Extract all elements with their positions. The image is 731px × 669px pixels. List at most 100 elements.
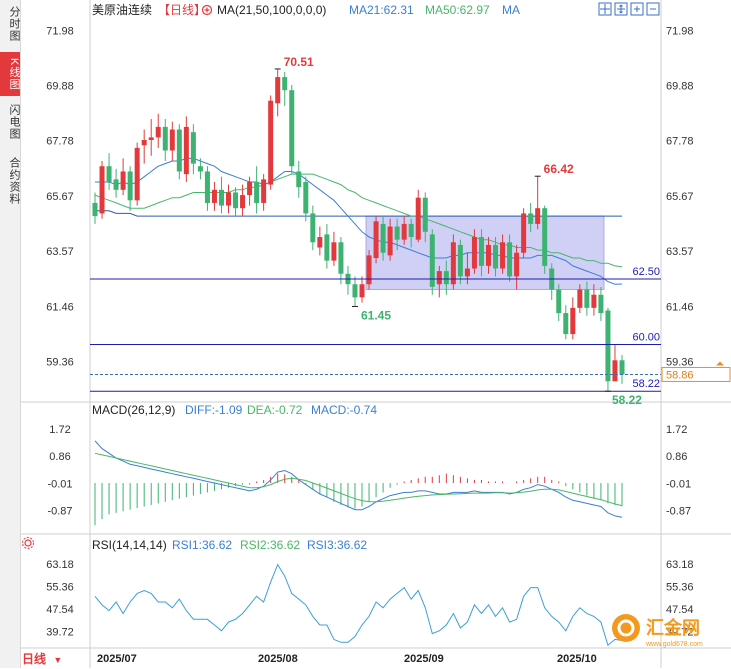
candle-body bbox=[352, 284, 358, 298]
price-tick-left-4: 63.57 bbox=[46, 246, 74, 258]
candle-body bbox=[401, 223, 407, 240]
candle-body bbox=[521, 213, 527, 253]
x-label-oct: 2025/10 bbox=[557, 653, 597, 665]
tab-timeshare[interactable]: 分时图 bbox=[8, 6, 20, 42]
candle-body bbox=[528, 213, 534, 224]
sidebar: 分时图 K线图 闪电图 合约资料 bbox=[0, 0, 21, 668]
candle-body bbox=[106, 166, 112, 182]
watermark-logo-icon bbox=[612, 614, 640, 642]
rsi-line bbox=[94, 563, 623, 646]
candle-body bbox=[493, 244, 499, 269]
candle-body bbox=[211, 189, 217, 203]
price-tick-left-1: 69.88 bbox=[46, 80, 74, 92]
candle-body bbox=[282, 77, 288, 91]
period-selector-button[interactable]: 日线 ▼ bbox=[22, 650, 82, 668]
zoom-out-icon[interactable] bbox=[646, 2, 660, 16]
candle-body bbox=[261, 179, 267, 203]
macd-params: MACD(26,12,9) bbox=[92, 403, 175, 417]
macd-tick-right-2: -0.01 bbox=[666, 478, 691, 490]
candle-body bbox=[507, 242, 513, 277]
rsi-tick-left-1: 55.36 bbox=[46, 582, 74, 594]
rsi-tick-left-3: 39.72 bbox=[46, 627, 74, 639]
candle-body bbox=[176, 129, 182, 172]
rsi1-value: RSI1:36.62 bbox=[172, 538, 232, 552]
price-tick-right-0: 71.98 bbox=[666, 25, 694, 37]
candle-body bbox=[240, 195, 246, 209]
candle-body bbox=[542, 208, 548, 266]
macd-tick-left-3: -0.87 bbox=[47, 505, 72, 517]
candle-body bbox=[127, 171, 133, 201]
move-icon[interactable] bbox=[614, 2, 628, 16]
level-label-1: 60.00 bbox=[632, 332, 660, 344]
tab-contract-info[interactable]: 合约资料 bbox=[8, 157, 20, 205]
price-tick-right-6: 59.36 bbox=[666, 356, 694, 368]
period-selector-label: 日线 bbox=[22, 652, 47, 666]
x-label-jul: 2025/07 bbox=[97, 653, 137, 665]
rsi-params: RSI(14,14,14) bbox=[92, 538, 167, 552]
price-tick-right-3: 65.67 bbox=[666, 191, 694, 203]
candle-body bbox=[394, 226, 400, 240]
axis-labels: 71.98 71.98 69.88 69.88 67.78 67.78 65.67 65.67… bbox=[46, 25, 693, 638]
macd-tick-left-2: -0.01 bbox=[47, 478, 72, 490]
candle-body bbox=[162, 126, 168, 151]
zoom-in-icon[interactable] bbox=[630, 2, 644, 16]
candle-body bbox=[605, 310, 611, 382]
macd-dea-value: DEA:-0.72 bbox=[247, 403, 303, 417]
x-label-sep: 2025/09 bbox=[404, 653, 444, 665]
candle-body bbox=[226, 192, 232, 206]
ma21-line bbox=[95, 157, 623, 285]
candle-body bbox=[218, 189, 224, 206]
macd-tick-right-3: -0.87 bbox=[666, 505, 691, 517]
macd-dea-line bbox=[94, 452, 623, 507]
candle-body bbox=[92, 202, 98, 217]
candle-body bbox=[535, 208, 541, 224]
macd-tick-right-0: 1.72 bbox=[666, 424, 687, 436]
candle-body bbox=[169, 129, 175, 151]
tab-kline[interactable]: K线图 bbox=[0, 52, 20, 96]
current-price-tag bbox=[661, 366, 731, 382]
low-annotation: 61.45 bbox=[361, 309, 391, 323]
rsi-tick-right-2: 47.54 bbox=[666, 604, 694, 616]
candle-body bbox=[190, 132, 196, 164]
tab-flash[interactable]: 闪电图 bbox=[8, 104, 20, 140]
candle-body bbox=[556, 289, 562, 314]
candle-body bbox=[464, 268, 470, 277]
price-tick-left-5: 61.46 bbox=[46, 301, 74, 313]
candle-body bbox=[570, 307, 576, 335]
macd-diff-line bbox=[94, 440, 623, 518]
price-tick-right-5: 61.46 bbox=[666, 301, 694, 313]
candle-body bbox=[155, 126, 161, 138]
crosshair-icon[interactable] bbox=[598, 2, 612, 16]
macd-hist-value: MACD:-0.74 bbox=[311, 403, 377, 417]
candle-body bbox=[514, 252, 520, 277]
candle-body bbox=[387, 226, 393, 256]
chart-frame bbox=[20, 0, 731, 668]
rsi-tick-right-1: 55.36 bbox=[666, 582, 694, 594]
candle-body bbox=[303, 181, 309, 214]
candle-body bbox=[338, 242, 344, 274]
ma50-line bbox=[94, 173, 623, 268]
settings-gear-icon[interactable] bbox=[22, 537, 34, 549]
caret-down-icon: ▼ bbox=[53, 655, 63, 665]
watermark-text: 汇金网 bbox=[646, 617, 700, 638]
candle-body bbox=[183, 126, 189, 175]
candle-body bbox=[310, 213, 316, 243]
candle-body bbox=[591, 294, 597, 308]
watermark-url: www.gold678.com bbox=[645, 641, 703, 648]
price-tick-left-0: 71.98 bbox=[46, 25, 74, 37]
candle-body bbox=[204, 171, 210, 203]
candle-body bbox=[500, 242, 506, 269]
rsi-tick-right-0: 63.18 bbox=[666, 559, 694, 571]
candle-body bbox=[577, 289, 583, 308]
macd-panel bbox=[94, 440, 623, 526]
zoom-icon[interactable] bbox=[201, 4, 213, 16]
candle-body bbox=[436, 271, 442, 285]
candle-body bbox=[197, 166, 203, 172]
candle-body bbox=[598, 294, 604, 314]
candle-body bbox=[268, 100, 274, 185]
candle-body bbox=[148, 137, 154, 141]
candle-body bbox=[247, 181, 253, 196]
candle-body bbox=[471, 237, 477, 269]
candle-body bbox=[584, 289, 590, 308]
candle-body bbox=[408, 223, 414, 238]
